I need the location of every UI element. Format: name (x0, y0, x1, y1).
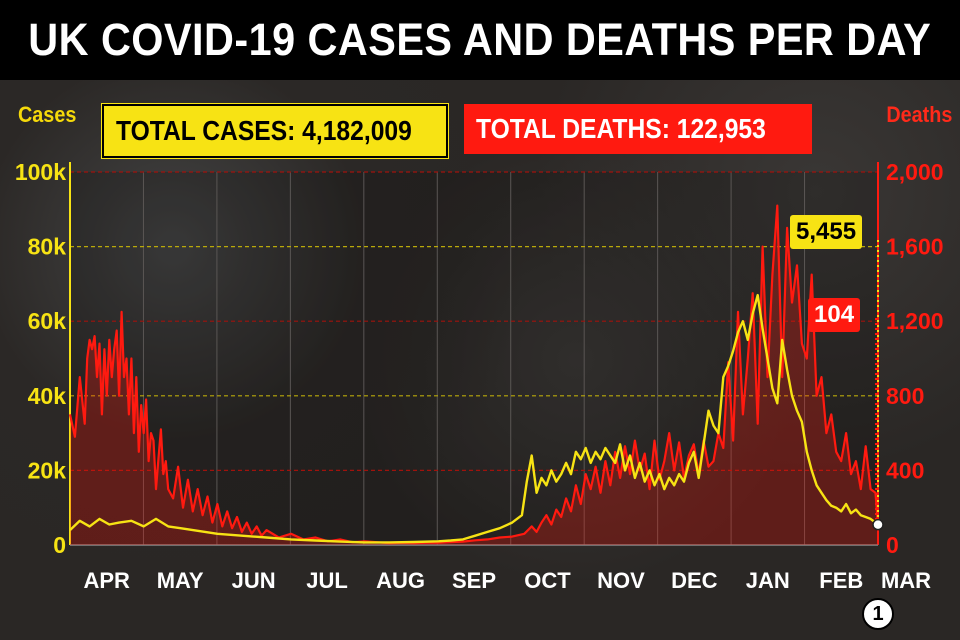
month-label: FEB (819, 568, 863, 593)
month-label: MAR (881, 568, 931, 593)
deaths-tick-label: 1,200 (886, 308, 944, 334)
cases-series-line (69, 293, 879, 544)
month-label: JUL (306, 568, 348, 593)
total-cases-text: TOTAL CASES: 4,182,009 (116, 115, 412, 146)
month-label: SEP (452, 568, 496, 593)
deaths-series-line (68, 204, 880, 545)
month-label: DEC (671, 568, 718, 593)
cases-tick-label: 60k (28, 308, 67, 334)
latest-point-marker (872, 518, 884, 531)
total-cases-badge: TOTAL CASES: 4,182,009 (102, 104, 448, 158)
deaths-axis-label: Deaths (885, 102, 952, 127)
total-deaths-badge: TOTAL DEATHS: 122,953 (464, 104, 812, 154)
deaths-tick-label: 400 (886, 457, 924, 483)
cases-axis-label: Cases (18, 102, 77, 127)
title-bar: UK COVID-19 CASES AND DEATHS PER DAY (0, 0, 960, 80)
deaths-tick-label: 2,000 (886, 159, 944, 185)
plot-area (70, 172, 878, 545)
cases-tick-label: 40k (28, 383, 67, 409)
cases-tick-label: 20k (28, 457, 67, 483)
background-texture (0, 80, 960, 640)
month-label: APR (84, 568, 131, 593)
deaths-tick-label: 800 (886, 383, 924, 409)
cases-last-value-callout: 5,455 (790, 215, 863, 249)
month-label: NOV (597, 568, 645, 593)
page-title: UK COVID-19 CASES AND DEATHS PER DAY (28, 14, 932, 65)
month-label: AUG (376, 568, 425, 593)
deaths-tick-label: 0 (886, 532, 899, 558)
cases-tick-label: 0 (53, 532, 66, 558)
month-label: OCT (524, 568, 571, 593)
deaths-last-value-callout: 104 (808, 298, 861, 332)
month-label: MAY (157, 568, 204, 593)
month-label: JUN (232, 568, 276, 593)
deaths-tick-label: 1,600 (886, 234, 944, 260)
cases-tick-label: 100k (15, 159, 66, 185)
cases-tick-label: 80k (28, 234, 67, 260)
month-label: JAN (746, 568, 790, 593)
total-deaths-text: TOTAL DEATHS: 122,953 (476, 113, 766, 144)
footnote-marker: 1 (862, 598, 894, 630)
